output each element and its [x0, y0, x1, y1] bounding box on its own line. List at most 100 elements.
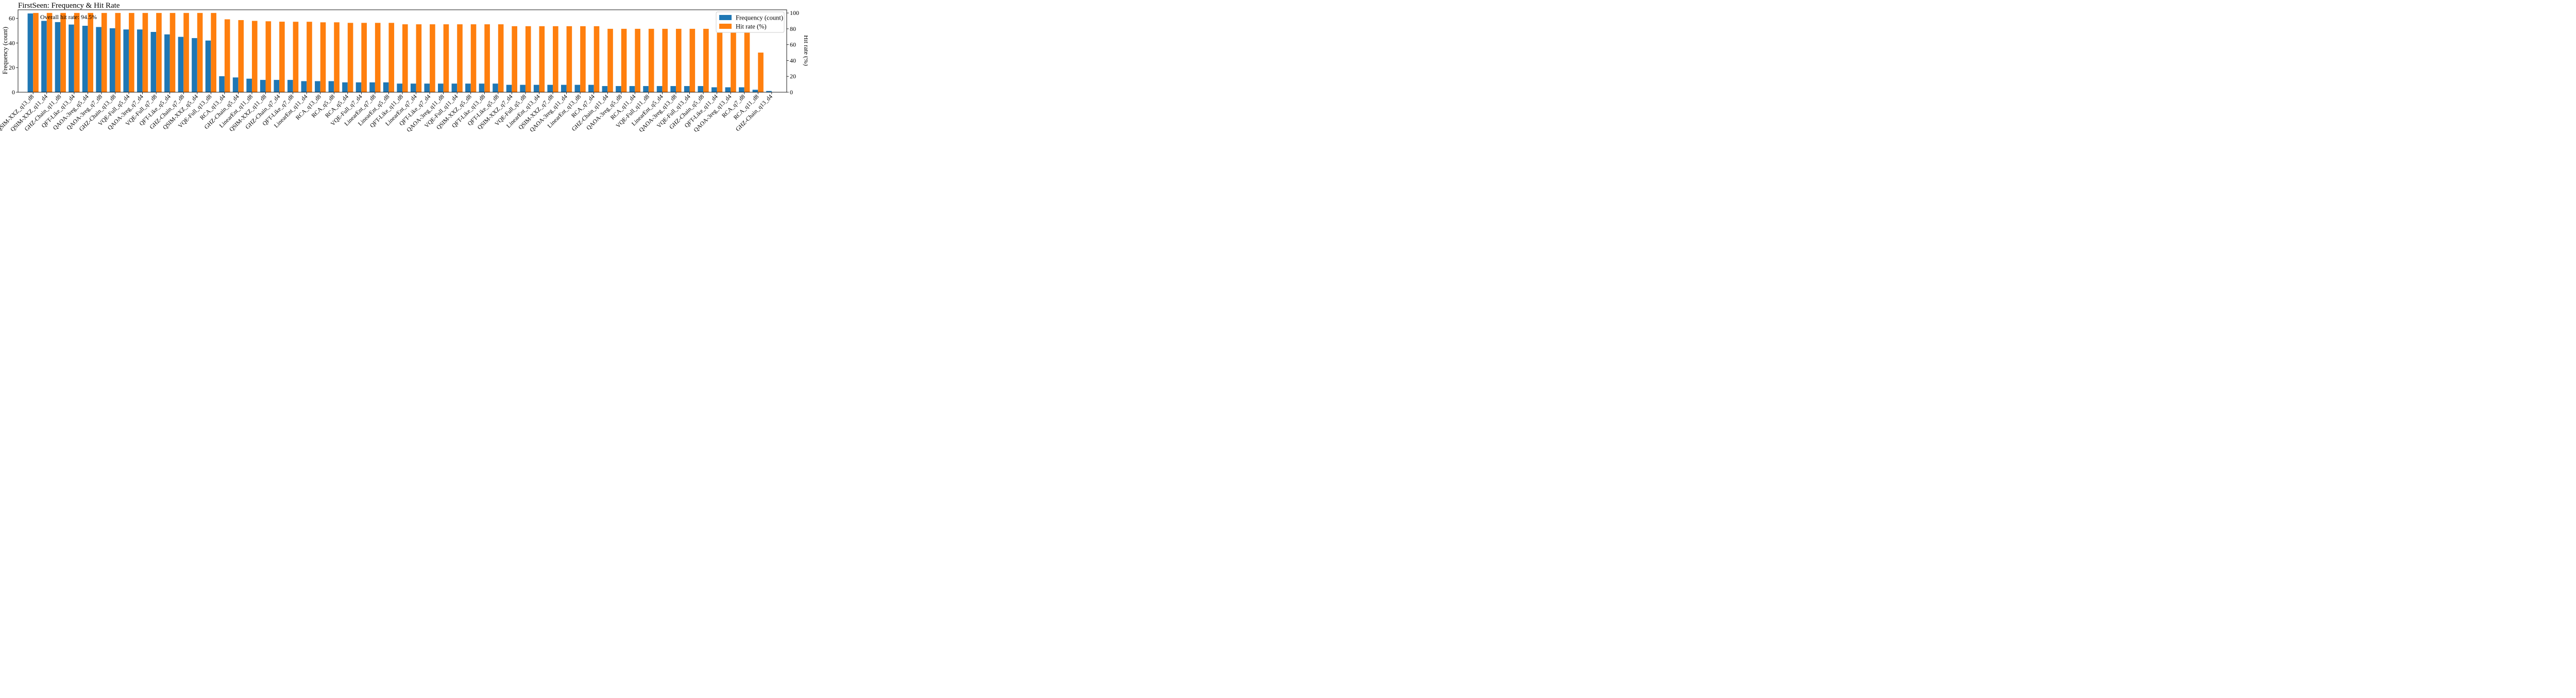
hit-rate-bar: [648, 28, 654, 92]
hit-rate-bar: [594, 26, 600, 92]
hit-rate-bar: [525, 26, 531, 92]
legend: Frequency (count)Hit rate (%): [716, 11, 785, 33]
hit-rate-bar: [375, 23, 381, 93]
hit-rate-bar: [307, 22, 312, 92]
legend-swatch: [719, 15, 732, 20]
frequency-bar: [424, 83, 430, 92]
frequency-bar: [602, 86, 608, 92]
hit-rate-bar: [662, 28, 668, 92]
frequency-bar: [82, 26, 88, 93]
frequency-bar: [55, 22, 61, 92]
hit-rate-bar: [211, 13, 216, 93]
hit-rate-bar: [430, 24, 435, 93]
frequency-bar: [698, 86, 704, 92]
frequency-bar: [369, 82, 375, 92]
frequency-bar: [725, 87, 731, 92]
frequency-bar: [670, 86, 676, 92]
frequency-bar: [643, 86, 649, 92]
hit-rate-bar: [334, 22, 340, 92]
frequency-bar: [164, 34, 170, 92]
hit-rate-bar: [470, 24, 477, 93]
frequency-bar: [506, 84, 512, 92]
frequency-bar: [205, 40, 211, 92]
frequency-bar: [328, 81, 334, 92]
hit-rate-bar: [279, 22, 285, 93]
hit-rate-bar: [512, 26, 518, 92]
legend-label: Frequency (count): [736, 14, 783, 22]
bars-group: [27, 13, 772, 93]
frequency-bar: [246, 78, 252, 92]
hit-rate-bar: [60, 13, 66, 93]
hit-rate-bar: [675, 28, 682, 92]
hit-rate-bar: [689, 28, 696, 92]
frequency-bar: [629, 86, 635, 92]
frequency-bar: [27, 13, 33, 92]
frequency-bar: [520, 84, 526, 92]
hit-rate-bar: [361, 23, 367, 93]
hit-rate-bar: [265, 21, 272, 92]
hit-rate-bar: [238, 20, 244, 92]
frequency-bar: [287, 80, 293, 92]
y-tick-label-left: 40: [9, 39, 15, 46]
frequency-bar: [41, 21, 47, 92]
y-tick-label-right: 20: [790, 73, 796, 80]
overall-hit-rate-annotation: Overall hit rate: 94.5%: [40, 13, 97, 21]
frequency-bar: [616, 86, 621, 92]
y-tick-label-right: 0: [790, 89, 793, 96]
frequency-bar: [342, 82, 348, 92]
hit-rate-bar: [101, 13, 107, 93]
y-axis-label-right: Hit rate (%): [803, 35, 808, 66]
frequency-bar: [451, 83, 457, 92]
frequency-bar: [588, 84, 594, 92]
frequency-bar: [656, 86, 663, 92]
frequency-bar: [232, 77, 239, 92]
hit-rate-bar: [484, 24, 490, 93]
frequency-bar: [493, 83, 498, 92]
hit-rate-bar: [635, 28, 640, 92]
chart-title: FirstSeen: Frequency & Hit Rate: [18, 2, 120, 10]
y-axis-label-left: Frequency (count): [2, 27, 9, 74]
y-tick-label-left: 20: [9, 64, 15, 71]
hit-rate-bar: [580, 26, 586, 92]
hit-rate-bar: [443, 24, 449, 93]
frequency-bar: [274, 80, 280, 92]
legend-label: Hit rate (%): [736, 23, 767, 30]
frequency-bar: [438, 83, 444, 92]
hit-rate-bar: [183, 13, 189, 93]
y-tick-label-left: 0: [12, 89, 15, 96]
hit-rate-bar: [251, 21, 258, 93]
hit-rate-bar: [74, 13, 80, 93]
frequency-bar: [410, 83, 416, 92]
frequency-bar: [123, 29, 129, 92]
frequency-bar: [561, 84, 567, 92]
hit-rate-bar: [224, 19, 230, 92]
y-tick-label-right: 60: [790, 41, 796, 48]
y-tick-label-right: 40: [790, 57, 796, 64]
frequency-bar: [684, 86, 690, 92]
y-tick-label-right: 100: [790, 9, 799, 16]
hit-rate-bar: [88, 13, 94, 93]
hit-rate-bar: [607, 28, 613, 92]
y-tick-label-right: 80: [790, 25, 796, 32]
y-tick-label-left: 60: [9, 15, 15, 22]
hit-rate-bar: [156, 13, 162, 93]
hit-rate-bar: [197, 13, 203, 93]
hit-rate-bar: [388, 23, 395, 93]
frequency-bar: [69, 24, 74, 93]
frequency-bar: [96, 27, 101, 93]
plot-frame: [18, 9, 787, 93]
frequency-bar: [260, 80, 266, 92]
hit-rate-bar: [566, 26, 572, 92]
frequency-bar: [533, 84, 539, 92]
frequency-bar: [711, 87, 717, 92]
frequency-bar: [301, 81, 307, 92]
frequency-bar: [355, 82, 362, 92]
hit-rate-bar: [416, 24, 422, 93]
hit-rate-bar: [347, 23, 353, 93]
hit-rate-bar: [498, 24, 504, 93]
hit-rate-bar: [621, 28, 627, 92]
hit-rate-bar: [553, 26, 558, 92]
hit-rate-bar: [46, 13, 53, 93]
hit-rate-bar: [320, 22, 326, 92]
hit-rate-bar: [744, 32, 750, 92]
